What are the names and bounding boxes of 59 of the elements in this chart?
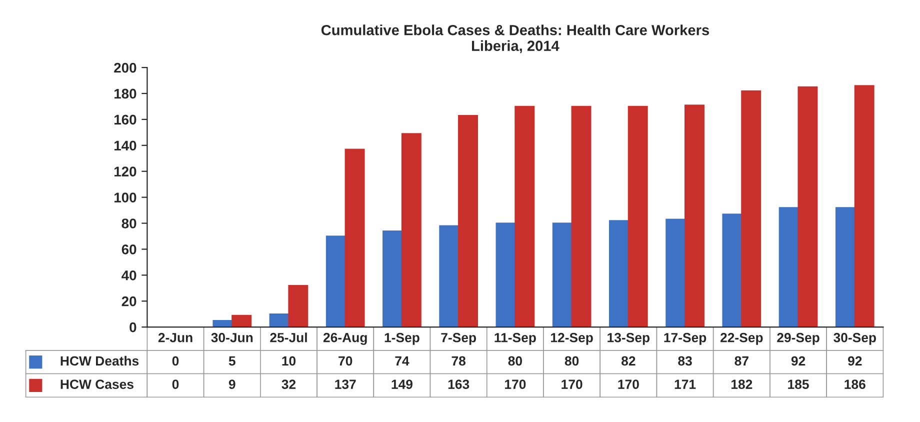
chart-title: Cumulative Ebola Cases & Deaths: Health Care Workers Liberia, 2014 — [321, 24, 709, 54]
data-label: 163 — [448, 380, 470, 390]
data-label: 80 — [564, 356, 579, 366]
data-label: 74 — [395, 356, 410, 366]
data-label: 80 — [508, 356, 522, 366]
y-tick-label: 80 — [122, 218, 136, 228]
x-tick-label: 29-Sep — [777, 332, 820, 345]
data-label: 171 — [674, 380, 696, 389]
data-label: 83 — [678, 356, 692, 366]
data-label: 170 — [618, 380, 639, 389]
y-tick-label: 160 — [114, 114, 136, 125]
data-label: 170 — [505, 380, 526, 389]
bar — [496, 222, 516, 328]
data-label: 92 — [848, 356, 862, 366]
data-label: 170 — [562, 380, 582, 389]
x-tick-label: 30-Sep — [834, 332, 876, 345]
data-label: 149 — [392, 380, 412, 389]
y-tick-label: 60 — [122, 244, 136, 254]
data-label: 82 — [622, 356, 636, 366]
bar — [439, 225, 460, 328]
data-label: 185 — [788, 380, 809, 389]
y-tick-label: 0 — [130, 322, 136, 332]
x-tick-label: 22-Sep — [720, 332, 763, 345]
bar — [232, 314, 252, 328]
data-label: 32 — [282, 380, 296, 390]
x-tick-label: 11-Sep — [494, 332, 536, 345]
y-tick-label: 140 — [114, 140, 136, 151]
data-label: 186 — [844, 380, 866, 389]
data-label: 182 — [731, 380, 752, 389]
bar — [288, 284, 308, 328]
data-label: 0 — [172, 380, 179, 389]
x-tick-label: 17-Sep — [664, 332, 706, 345]
legend-label: HCW Cases — [60, 380, 134, 389]
data-label: 10 — [282, 356, 296, 366]
data-label: 9 — [228, 380, 236, 389]
data-label: 78 — [452, 356, 466, 366]
y-tick-label: 100 — [114, 192, 136, 202]
data-label: 137 — [335, 380, 356, 390]
y-tick-label: 40 — [122, 270, 136, 280]
y-tick-label: 20 — [122, 296, 136, 306]
x-tick-label: 26-Aug — [323, 332, 367, 345]
bar — [458, 114, 478, 328]
data-label: 70 — [338, 356, 352, 366]
x-tick-label: 7-Sep — [441, 332, 476, 345]
x-tick-label: 1-Sep — [384, 332, 420, 345]
data-label: 0 — [172, 356, 179, 366]
y-tick-label: 120 — [114, 166, 136, 176]
x-tick-label: 12-Sep — [551, 332, 593, 345]
legend-label: HCW Deaths — [60, 356, 139, 366]
data-label: 92 — [791, 356, 806, 366]
x-tick-label: 2-Jun — [158, 332, 192, 342]
bar — [514, 106, 535, 328]
data-label: 5 — [228, 356, 236, 366]
data-label: 87 — [734, 356, 748, 366]
x-tick-label: 13-Sep — [608, 332, 650, 345]
y-tick-label: 200 — [114, 62, 136, 73]
y-tick-label: 180 — [114, 88, 136, 99]
x-tick-label: 25-Jul — [270, 332, 307, 342]
x-tick-label: 30-Jun — [211, 332, 253, 342]
